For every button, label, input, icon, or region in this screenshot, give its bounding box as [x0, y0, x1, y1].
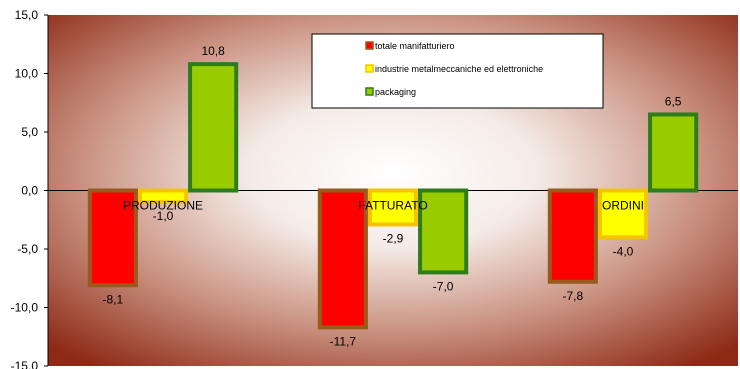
data-label: -8,1	[103, 292, 124, 306]
legend-label: totale manifatturiero	[375, 41, 455, 51]
data-label: -2,9	[383, 231, 404, 245]
bar-ordini-series-3	[648, 112, 699, 193]
legend: totale manifatturiero industrie metalmecc…	[311, 33, 604, 109]
bar-ordini-series-2	[597, 188, 649, 240]
data-label: -4,0	[613, 244, 634, 258]
bar-fatturato-series-2	[367, 188, 419, 227]
legend-swatch	[365, 64, 374, 73]
data-label: 6,5	[665, 94, 682, 108]
y-tick-label: -15,0	[11, 359, 39, 369]
data-label: -7,0	[433, 279, 454, 293]
y-tick-label: 10,0	[15, 67, 39, 81]
bar-fatturato-series-3	[418, 188, 469, 275]
legend-swatch	[365, 41, 374, 50]
category-label: FATTURATO	[358, 199, 427, 213]
bar-produzione-series-1	[87, 188, 138, 288]
y-tick-label: 5,0	[21, 125, 38, 139]
category-label: ORDINI	[602, 199, 644, 213]
y-tick-label: 15,0	[15, 8, 39, 22]
y-tick-label: 0,0	[21, 184, 38, 198]
legend-label: packaging	[375, 87, 416, 97]
data-label: -7,8	[563, 289, 584, 303]
legend-label: industrie metalmeccaniche ed elettronich…	[375, 64, 543, 74]
y-tick-label: -10,0	[11, 301, 39, 315]
data-label: -11,7	[330, 334, 357, 348]
legend-swatch	[365, 87, 374, 96]
data-label: -1,0	[153, 209, 174, 223]
category-label: PRODUZIONE	[123, 199, 203, 213]
bar-produzione-series-2	[137, 188, 189, 205]
bar-fatturato-series-1	[317, 188, 368, 330]
bar-produzione-series-3	[188, 62, 239, 193]
bar-ordini-series-1	[547, 188, 598, 284]
y-tick-label: -5,0	[17, 242, 38, 256]
legend-box	[311, 33, 604, 109]
data-label: 10,8	[201, 44, 225, 58]
